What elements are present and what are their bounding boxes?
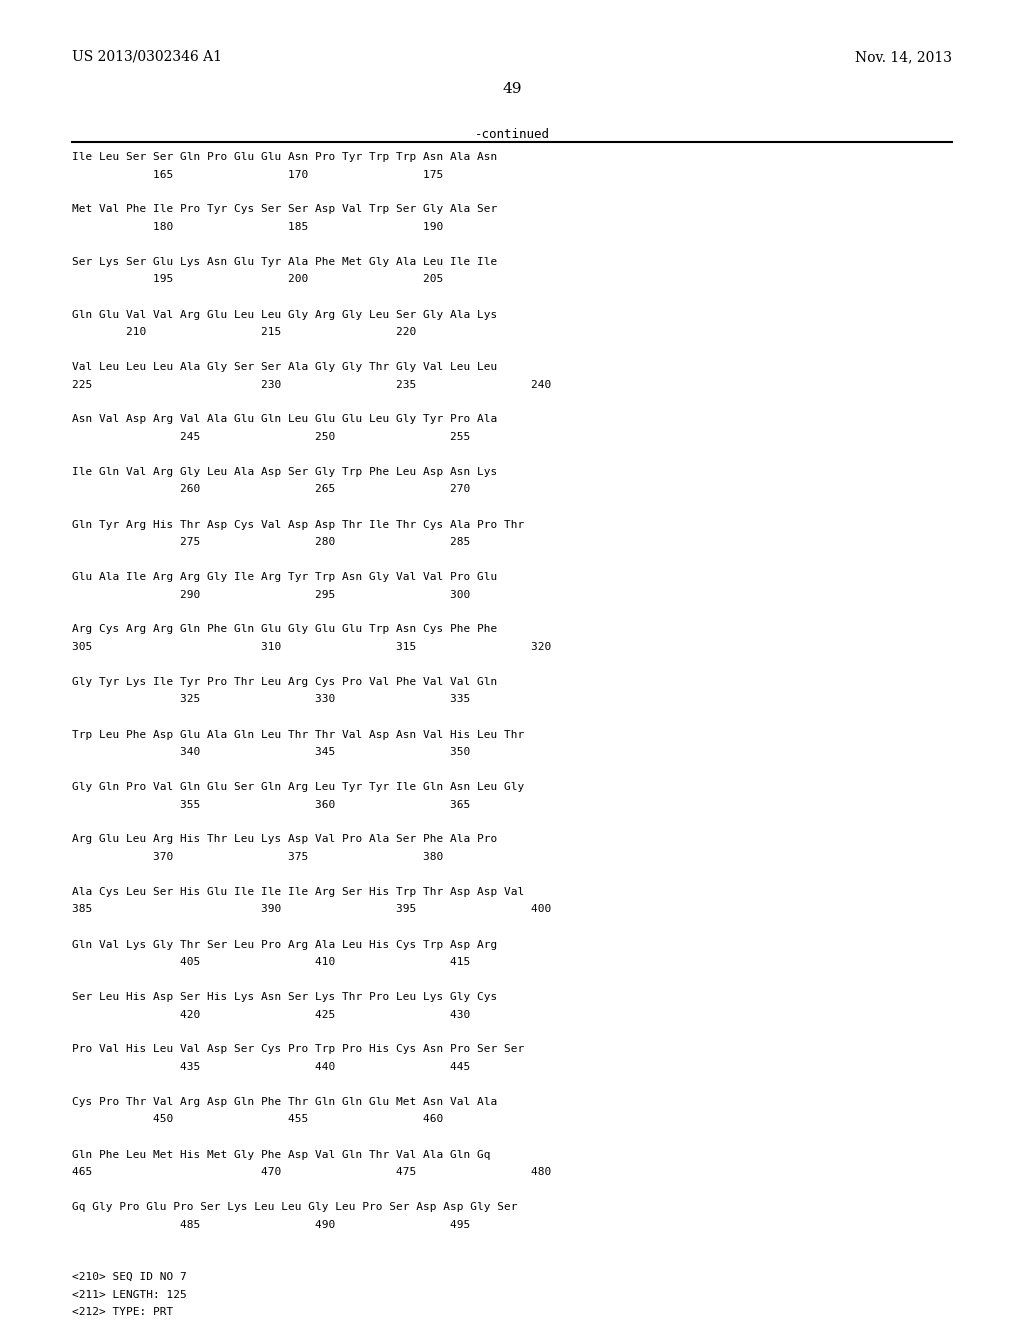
Text: Ser Leu His Asp Ser His Lys Asn Ser Lys Thr Pro Leu Lys Gly Cys: Ser Leu His Asp Ser His Lys Asn Ser Lys … xyxy=(72,993,498,1002)
Text: 180                 185                 190: 180 185 190 xyxy=(72,222,443,232)
Text: Arg Glu Leu Arg His Thr Leu Lys Asp Val Pro Ala Ser Phe Ala Pro: Arg Glu Leu Arg His Thr Leu Lys Asp Val … xyxy=(72,834,498,845)
Text: -continued: -continued xyxy=(474,128,550,141)
Text: Asn Val Asp Arg Val Ala Glu Gln Leu Glu Glu Leu Gly Tyr Pro Ala: Asn Val Asp Arg Val Ala Glu Gln Leu Glu … xyxy=(72,414,498,425)
Text: Gly Gln Pro Val Gln Glu Ser Gln Arg Leu Tyr Tyr Ile Gln Asn Leu Gly: Gly Gln Pro Val Gln Glu Ser Gln Arg Leu … xyxy=(72,781,524,792)
Text: 260                 265                 270: 260 265 270 xyxy=(72,484,470,495)
Text: Gly Tyr Lys Ile Tyr Pro Thr Leu Arg Cys Pro Val Phe Val Val Gln: Gly Tyr Lys Ile Tyr Pro Thr Leu Arg Cys … xyxy=(72,677,498,686)
Text: 450                 455                 460: 450 455 460 xyxy=(72,1114,443,1125)
Text: US 2013/0302346 A1: US 2013/0302346 A1 xyxy=(72,50,222,63)
Text: Met Val Phe Ile Pro Tyr Cys Ser Ser Asp Val Trp Ser Gly Ala Ser: Met Val Phe Ile Pro Tyr Cys Ser Ser Asp … xyxy=(72,205,498,214)
Text: 435                 440                 445: 435 440 445 xyxy=(72,1063,470,1072)
Text: 290                 295                 300: 290 295 300 xyxy=(72,590,470,599)
Text: 275                 280                 285: 275 280 285 xyxy=(72,537,470,546)
Text: 370                 375                 380: 370 375 380 xyxy=(72,851,443,862)
Text: 49: 49 xyxy=(502,82,522,96)
Text: 305                         310                 315                 320: 305 310 315 320 xyxy=(72,642,551,652)
Text: Ile Leu Ser Ser Gln Pro Glu Glu Asn Pro Tyr Trp Trp Asn Ala Asn: Ile Leu Ser Ser Gln Pro Glu Glu Asn Pro … xyxy=(72,152,498,162)
Text: <210> SEQ ID NO 7: <210> SEQ ID NO 7 xyxy=(72,1272,186,1282)
Text: 355                 360                 365: 355 360 365 xyxy=(72,800,470,809)
Text: Ile Gln Val Arg Gly Leu Ala Asp Ser Gly Trp Phe Leu Asp Asn Lys: Ile Gln Val Arg Gly Leu Ala Asp Ser Gly … xyxy=(72,467,498,477)
Text: Ala Cys Leu Ser His Glu Ile Ile Ile Arg Ser His Trp Thr Asp Asp Val: Ala Cys Leu Ser His Glu Ile Ile Ile Arg … xyxy=(72,887,524,898)
Text: 325                 330                 335: 325 330 335 xyxy=(72,694,470,705)
Text: Gq Gly Pro Glu Pro Ser Lys Leu Leu Gly Leu Pro Ser Asp Asp Gly Ser: Gq Gly Pro Glu Pro Ser Lys Leu Leu Gly L… xyxy=(72,1203,517,1212)
Text: Arg Cys Arg Arg Gln Phe Gln Glu Gly Glu Glu Trp Asn Cys Phe Phe: Arg Cys Arg Arg Gln Phe Gln Glu Gly Glu … xyxy=(72,624,498,635)
Text: Nov. 14, 2013: Nov. 14, 2013 xyxy=(855,50,952,63)
Text: Cys Pro Thr Val Arg Asp Gln Phe Thr Gln Gln Glu Met Asn Val Ala: Cys Pro Thr Val Arg Asp Gln Phe Thr Gln … xyxy=(72,1097,498,1107)
Text: 245                 250                 255: 245 250 255 xyxy=(72,432,470,442)
Text: 405                 410                 415: 405 410 415 xyxy=(72,957,470,968)
Text: Gln Phe Leu Met His Met Gly Phe Asp Val Gln Thr Val Ala Gln Gq: Gln Phe Leu Met His Met Gly Phe Asp Val … xyxy=(72,1150,490,1159)
Text: 420                 425                 430: 420 425 430 xyxy=(72,1010,470,1019)
Text: 385                         390                 395                 400: 385 390 395 400 xyxy=(72,904,551,915)
Text: Trp Leu Phe Asp Glu Ala Gln Leu Thr Thr Val Asp Asn Val His Leu Thr: Trp Leu Phe Asp Glu Ala Gln Leu Thr Thr … xyxy=(72,730,524,739)
Text: 485                 490                 495: 485 490 495 xyxy=(72,1220,470,1229)
Text: 210                 215                 220: 210 215 220 xyxy=(72,327,416,337)
Text: Gln Glu Val Val Arg Glu Leu Leu Gly Arg Gly Leu Ser Gly Ala Lys: Gln Glu Val Val Arg Glu Leu Leu Gly Arg … xyxy=(72,309,498,319)
Text: 340                 345                 350: 340 345 350 xyxy=(72,747,470,756)
Text: Gln Tyr Arg His Thr Asp Cys Val Asp Asp Thr Ile Thr Cys Ala Pro Thr: Gln Tyr Arg His Thr Asp Cys Val Asp Asp … xyxy=(72,520,524,529)
Text: <212> TYPE: PRT: <212> TYPE: PRT xyxy=(72,1307,173,1317)
Text: 165                 170                 175: 165 170 175 xyxy=(72,169,443,180)
Text: Val Leu Leu Leu Ala Gly Ser Ser Ala Gly Gly Thr Gly Val Leu Leu: Val Leu Leu Leu Ala Gly Ser Ser Ala Gly … xyxy=(72,362,498,372)
Text: Glu Ala Ile Arg Arg Gly Ile Arg Tyr Trp Asn Gly Val Val Pro Glu: Glu Ala Ile Arg Arg Gly Ile Arg Tyr Trp … xyxy=(72,572,498,582)
Text: 195                 200                 205: 195 200 205 xyxy=(72,275,443,285)
Text: Ser Lys Ser Glu Lys Asn Glu Tyr Ala Phe Met Gly Ala Leu Ile Ile: Ser Lys Ser Glu Lys Asn Glu Tyr Ala Phe … xyxy=(72,257,498,267)
Text: Gln Val Lys Gly Thr Ser Leu Pro Arg Ala Leu His Cys Trp Asp Arg: Gln Val Lys Gly Thr Ser Leu Pro Arg Ala … xyxy=(72,940,498,949)
Text: 225                         230                 235                 240: 225 230 235 240 xyxy=(72,380,551,389)
Text: Pro Val His Leu Val Asp Ser Cys Pro Trp Pro His Cys Asn Pro Ser Ser: Pro Val His Leu Val Asp Ser Cys Pro Trp … xyxy=(72,1044,524,1055)
Text: <211> LENGTH: 125: <211> LENGTH: 125 xyxy=(72,1290,186,1299)
Text: 465                         470                 475                 480: 465 470 475 480 xyxy=(72,1167,551,1177)
